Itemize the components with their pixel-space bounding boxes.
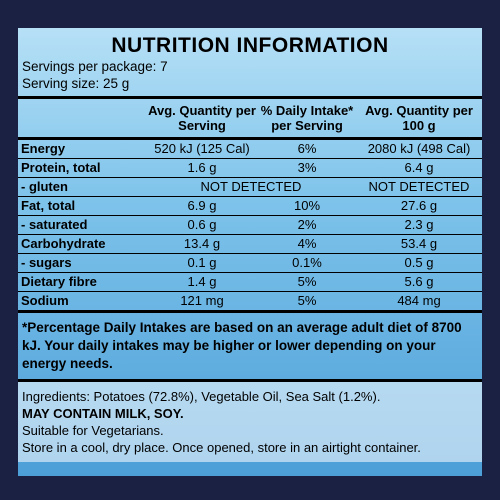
nutrient-label: - sugars	[18, 253, 146, 273]
column-header: % Daily Intake* per Serving	[258, 96, 356, 140]
nutrition-table: Avg. Quantity per Serving% Daily Intake*…	[18, 96, 482, 313]
nutrition-panel: NUTRITION INFORMATION Servings per packa…	[18, 28, 482, 476]
nutrient-value: 5%	[258, 272, 356, 292]
nutrient-label: Protein, total	[18, 158, 146, 178]
serving-size: Serving size: 25 g	[22, 76, 130, 91]
nutrient-row: Carbohydrate 13.4 g 4% 53.4 g	[18, 234, 482, 254]
nutrient-value: 27.6 g	[356, 196, 482, 216]
nutrient-label: Dietary fibre	[18, 272, 146, 292]
nutrient-value: 121 mg	[146, 291, 258, 313]
nutrient-value: 0.1 g	[146, 253, 258, 273]
header-blank	[18, 96, 146, 140]
nutrient-row: Fat, total 6.9 g 10% 27.6 g	[18, 196, 482, 216]
nutrient-value: 2.3 g	[356, 215, 482, 235]
ingredient-line: Suitable for Vegetarians.	[22, 423, 164, 438]
nutrient-value: 6%	[258, 138, 356, 159]
nutrient-label: Sodium	[18, 291, 146, 313]
nutrient-value: 6.4 g	[356, 158, 482, 178]
ingredients: Ingredients: Potatoes (72.8%), Vegetable…	[18, 382, 482, 462]
nutrient-label: Carbohydrate	[18, 234, 146, 254]
nutrient-row: Energy 520 kJ (125 Cal) 6% 2080 kJ (498 Cal…	[18, 138, 482, 159]
nutrient-value: 13.4 g	[146, 234, 258, 254]
servings: Servings per package: 7	[22, 59, 168, 74]
nutrient-value: 2%	[258, 215, 356, 235]
nutrient-row: - saturated 0.6 g 2% 2.3 g	[18, 215, 482, 235]
ingredient-line: Ingredients: Potatoes (72.8%), Vegetable…	[22, 389, 381, 404]
nutrient-value: 53.4 g	[356, 234, 482, 254]
nutrient-value: 520 kJ (125 Cal)	[146, 138, 258, 159]
ingredient-line: Store in a cool, dry place. Once opened,…	[22, 440, 421, 455]
nutrient-value: NOT DETECTED	[356, 177, 482, 197]
nutrient-value: 5%	[258, 291, 356, 313]
nutrient-row: - gluten NOT DETECTED NOT DETECTED	[18, 177, 482, 197]
nutrient-value: 4%	[258, 234, 356, 254]
nutrient-value: 3%	[258, 158, 356, 178]
nutrient-value: 5.6 g	[356, 272, 482, 292]
nutrient-label: Fat, total	[18, 196, 146, 216]
nutrient-row: Dietary fibre 1.4 g 5% 5.6 g	[18, 272, 482, 292]
nutrient-value: 2080 kJ (498 Cal)	[356, 138, 482, 159]
nutrient-label: Energy	[18, 138, 146, 159]
nutrient-row: Sodium 121 mg 5% 484 mg	[18, 291, 482, 313]
nutrient-label: - saturated	[18, 215, 146, 235]
nutrient-value: 1.6 g	[146, 158, 258, 178]
ingredient-line: MAY CONTAIN MILK, SOY.	[22, 406, 184, 421]
column-header: Avg. Quantity per 100 g	[356, 96, 482, 140]
nutrient-value: 0.6 g	[146, 215, 258, 235]
header-row: Avg. Quantity per Serving% Daily Intake*…	[18, 96, 482, 140]
nutrient-value: 484 mg	[356, 291, 482, 313]
nutrient-row: Protein, total 1.6 g 3% 6.4 g	[18, 158, 482, 178]
nutrient-row: - sugars 0.1 g 0.1% 0.5 g	[18, 253, 482, 273]
column-header: Avg. Quantity per Serving	[146, 96, 258, 140]
nutrient-value: 1.4 g	[146, 272, 258, 292]
footnote: *Percentage Daily Intakes are based on a…	[18, 313, 482, 382]
nutrient-value: 0.5 g	[356, 253, 482, 273]
nutrient-label: - gluten	[18, 177, 146, 197]
table-body: Energy 520 kJ (125 Cal) 6% 2080 kJ (498 Cal…	[18, 138, 482, 313]
nutrient-value: NOT DETECTED	[146, 177, 356, 197]
nutrient-value: 10%	[258, 196, 356, 216]
title: NUTRITION INFORMATION	[111, 34, 389, 57]
nutrient-value: 0.1%	[258, 253, 356, 273]
nutrient-value: 6.9 g	[146, 196, 258, 216]
